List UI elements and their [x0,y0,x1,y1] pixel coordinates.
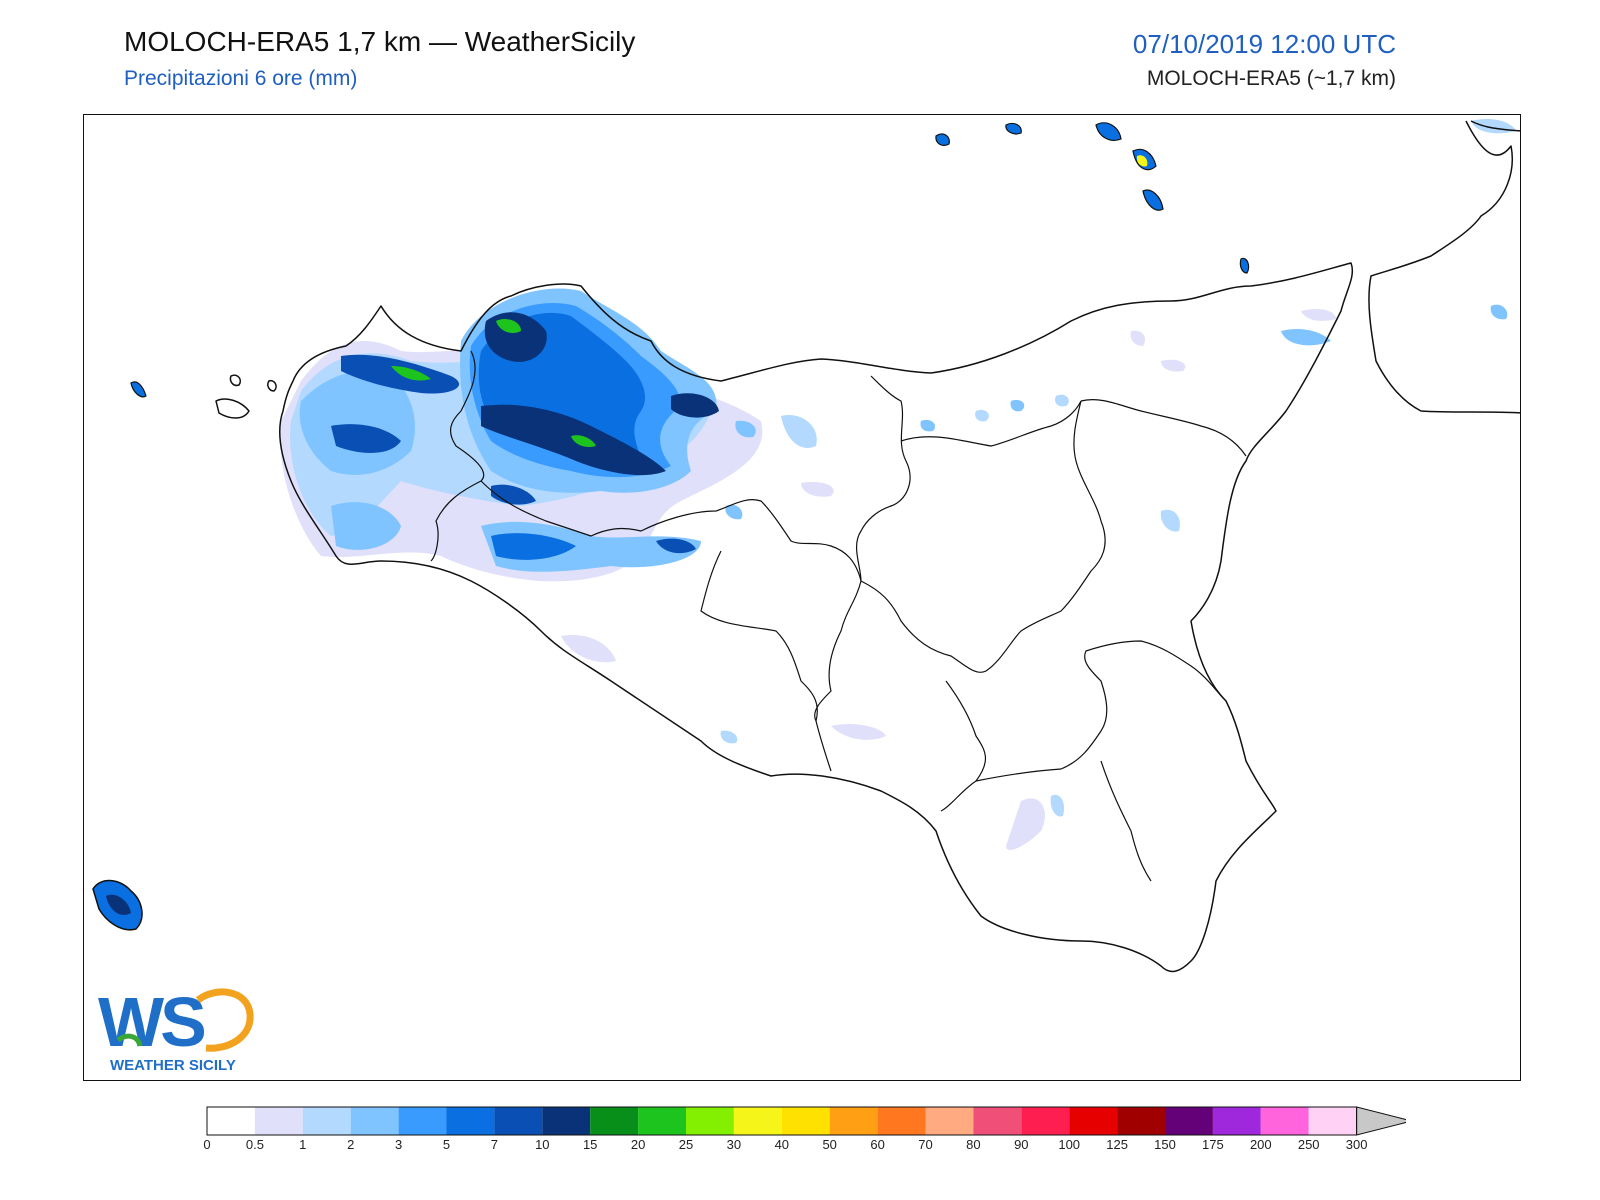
colorbar-swatch [1069,1107,1118,1135]
colorbar-tick-label: 30 [726,1137,742,1152]
colorbar-tick-label: 175 [1202,1137,1224,1152]
colorbar-extension-arrow [1356,1106,1412,1136]
colorbar-swatch [1308,1107,1357,1135]
colorbar-tick-label: 7 [490,1137,499,1152]
colorbar-tick-label: 300 [1345,1137,1368,1152]
colorbar-tick-label: 5 [442,1137,451,1152]
colorbar-tick-label: 40 [774,1137,790,1152]
colorbar-swatch [829,1107,878,1135]
colorbar-tick-label: 25 [678,1137,694,1152]
colorbar-swatch [446,1107,495,1135]
colorbar-tick-label: 90 [1014,1137,1029,1152]
svg-text:WS: WS [98,983,204,1061]
colorbar-tick-label: 1 [299,1137,307,1152]
colorbar-swatch [254,1107,303,1135]
colorbar-swatch [1021,1107,1070,1135]
colorbar-tick-label: 0.5 [245,1137,264,1152]
colorbar-swatch [877,1107,926,1135]
colorbar-ticks: 0 0.5 1 2 3 5 7 10 15 20 25 30 40 50 60 70 80 90 100 125 150… [203,1137,1367,1157]
precipitation-field [92,119,1516,931]
colorbar-tick-label: 150 [1154,1137,1176,1152]
model-label: MOLOCH-ERA5 (~1,7 km) [1146,67,1396,90]
colorbar-tick-label: 0 [203,1137,211,1152]
colorbar-tick-label: 20 [630,1137,646,1152]
colorbar-tick-label: 200 [1249,1137,1272,1152]
colorbar-swatch [542,1107,591,1135]
colorbar-swatch [733,1107,782,1135]
colorbar-swatch [973,1107,1022,1135]
colorbar-swatch [1117,1107,1165,1135]
colorbar-tick-label: 10 [535,1137,550,1152]
colorbar-tick-label: 100 [1058,1137,1081,1152]
colorbar-swatch [207,1107,255,1135]
colorbar-tick-label: 15 [582,1137,598,1152]
colorbar-swatch [781,1107,830,1135]
weathersicily-logo: WS WEATHER SICILY [98,978,258,1074]
colorbar-swatch [1212,1107,1261,1135]
colorbar-swatch [925,1107,974,1135]
colorbar-swatch [494,1107,543,1135]
colorbar-swatch [398,1107,447,1135]
precipitation-legend [206,1106,1412,1141]
map-title: MOLOCH-ERA5 1,7 km — WeatherSicily [124,26,636,57]
colorbar-swatch [590,1107,639,1135]
colorbar-tick-label: 80 [966,1137,981,1152]
colorbar-swatch [638,1107,686,1135]
colorbar-tick-label: 50 [822,1137,837,1152]
colorbar-swatch [1165,1107,1213,1135]
logo-text: WEATHER SICILY [110,1057,236,1074]
map-subtitle: Precipitazioni 6 ore (mm) [124,67,358,90]
valid-datetime: 07/10/2019 12:00 UTC [1132,29,1396,59]
coastlines [215,120,1520,973]
precipitation-map [92,119,1520,973]
map-panel [83,114,1521,1081]
colorbar [206,1106,1412,1136]
colorbar-tick-label: 60 [870,1137,885,1152]
colorbar-tick-label: 3 [394,1137,403,1152]
colorbar-swatch [302,1107,351,1135]
colorbar-swatch [1260,1107,1309,1135]
colorbar-swatch [350,1107,399,1135]
colorbar-tick-label: 125 [1106,1137,1128,1152]
colorbar-tick-label: 70 [918,1137,933,1152]
colorbar-tick-label: 250 [1297,1137,1320,1152]
colorbar-swatch [686,1107,734,1135]
colorbar-tick-label: 2 [347,1137,355,1152]
